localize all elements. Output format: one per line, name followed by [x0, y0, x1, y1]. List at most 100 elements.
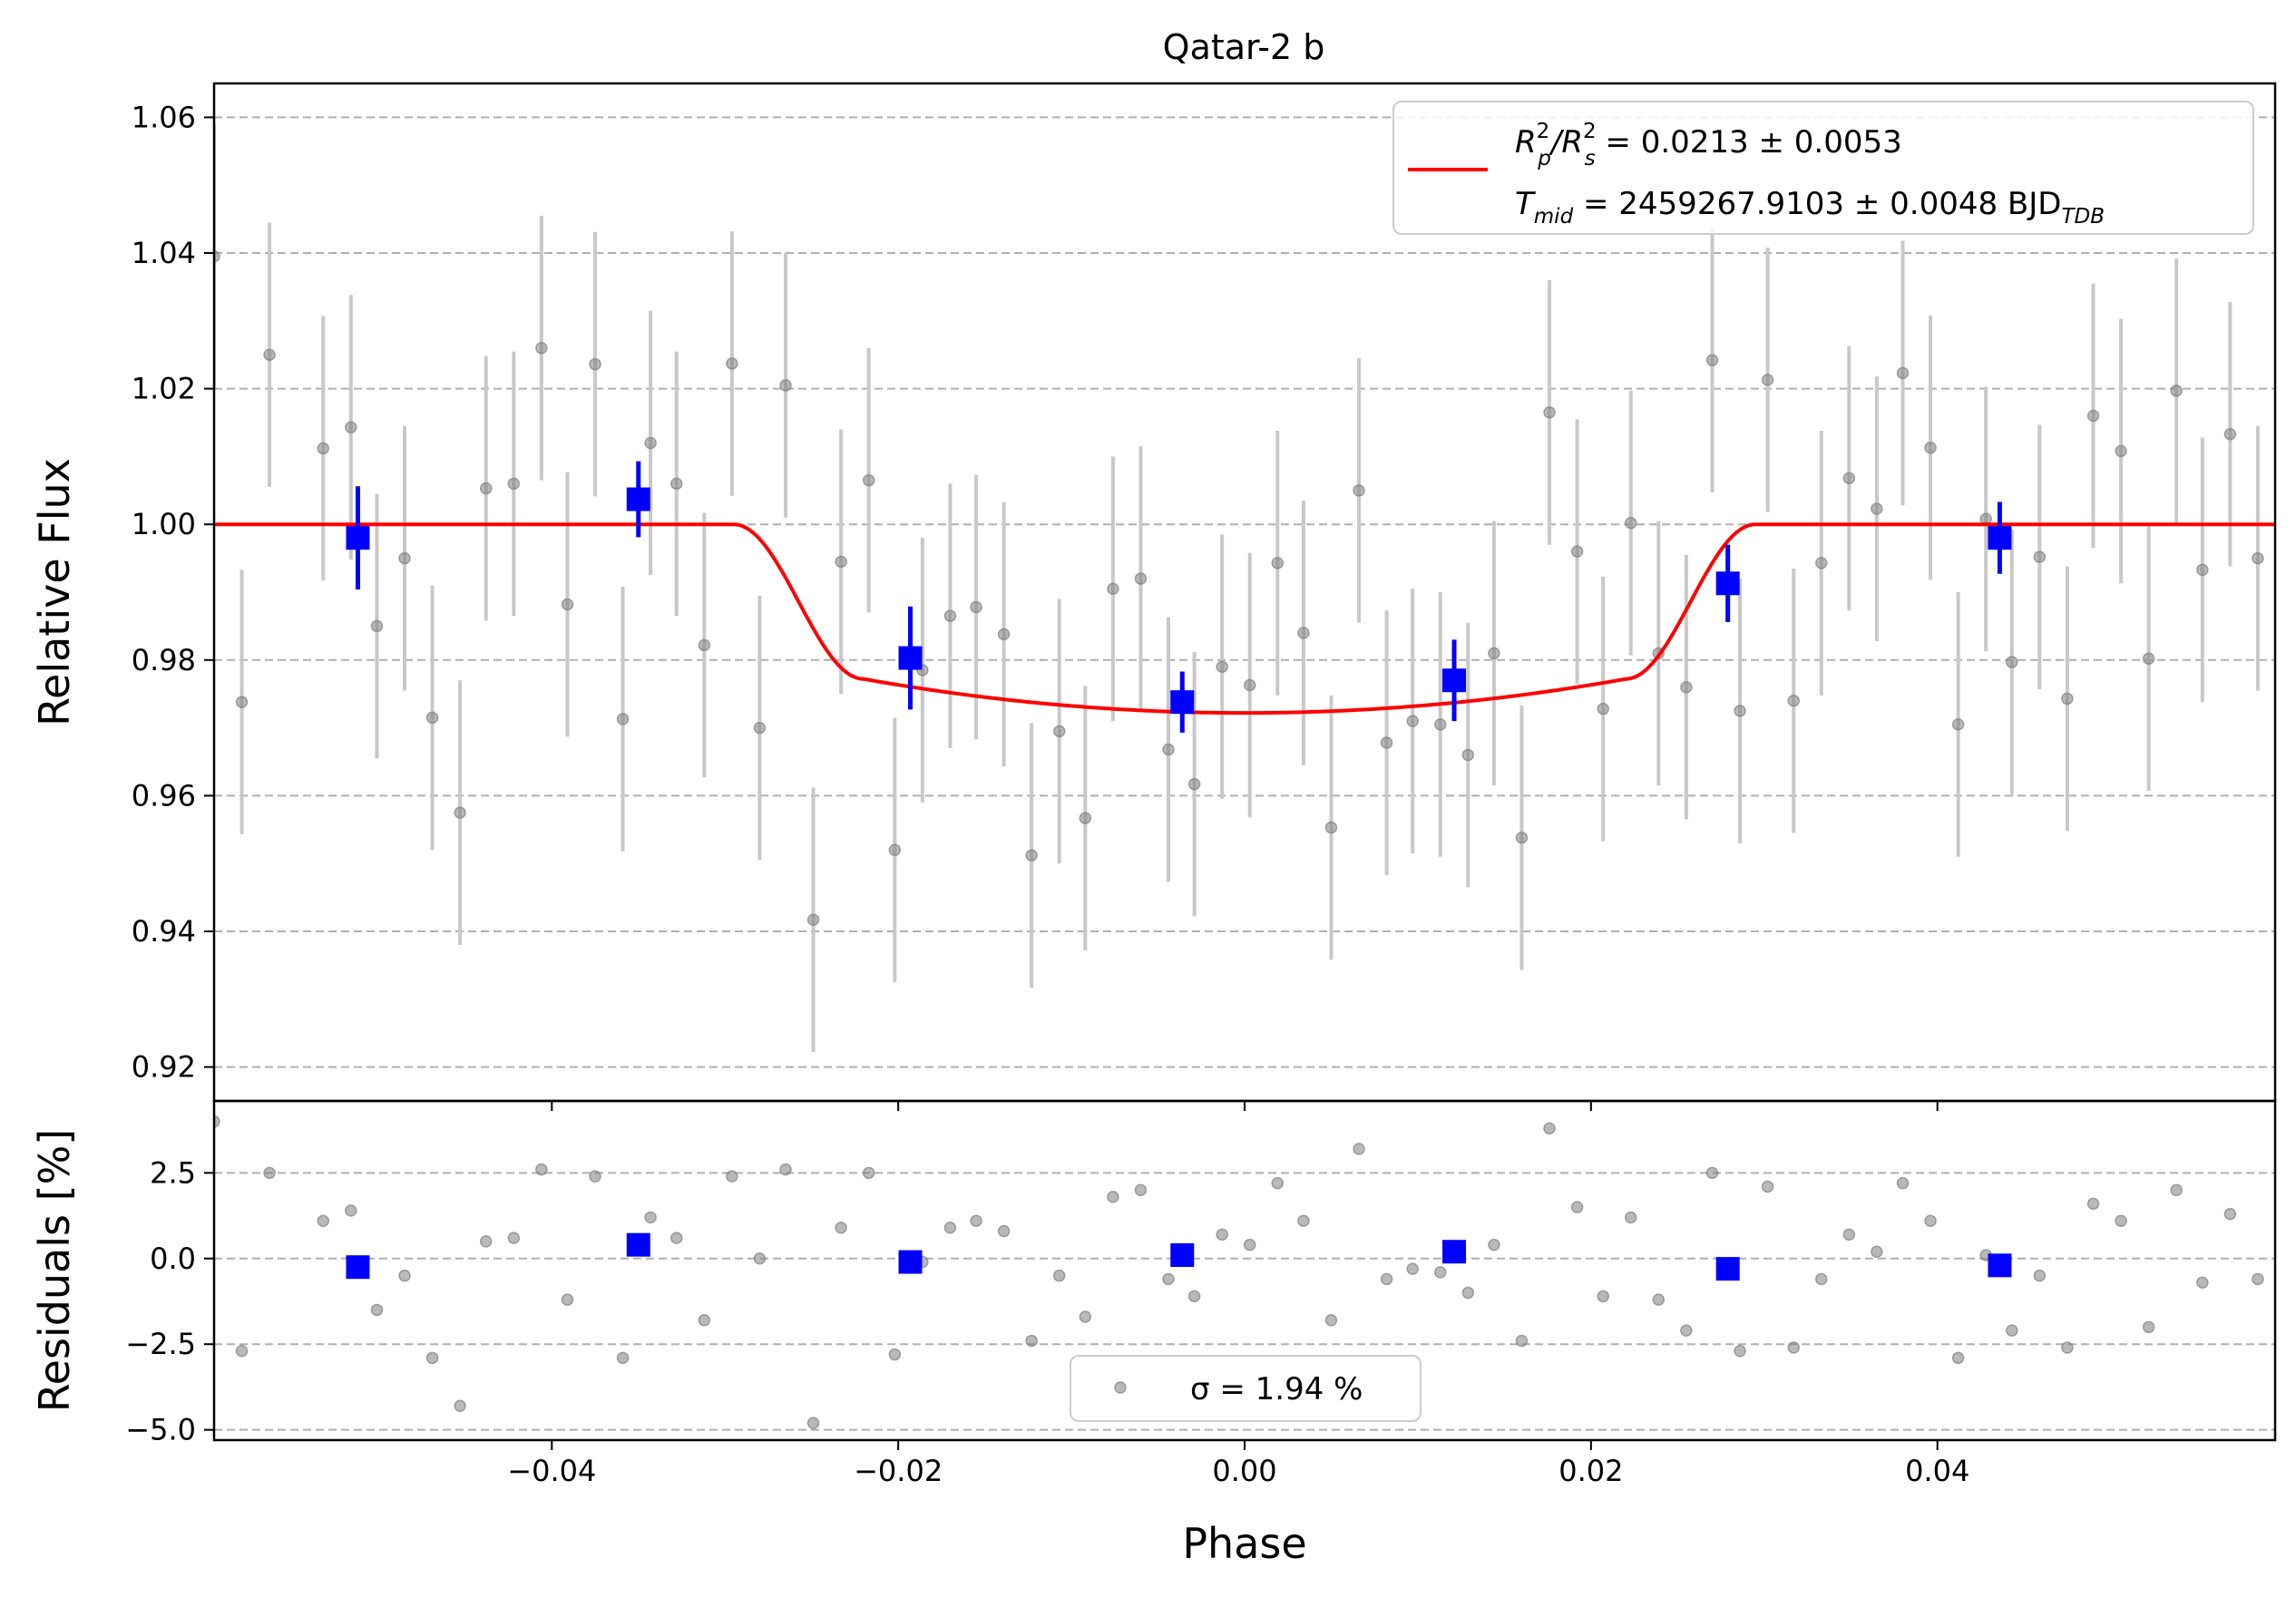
residual-raw-point	[1680, 1324, 1693, 1337]
residual-raw-point	[2223, 1207, 2237, 1221]
raw-point	[1570, 545, 1584, 558]
residual-raw-point	[425, 1351, 439, 1365]
residual-legend-marker	[1114, 1381, 1127, 1394]
raw-point	[2142, 652, 2155, 666]
residual-y-tick-label: −2.5	[125, 1327, 196, 1361]
residual-raw-point	[535, 1163, 548, 1176]
raw-point	[1216, 660, 1228, 674]
residual-raw-point	[1461, 1286, 1475, 1300]
raw-point	[1515, 832, 1529, 844]
raw-point	[561, 598, 574, 611]
raw-point	[726, 357, 738, 370]
raw-point	[888, 843, 902, 856]
binned-point	[1988, 526, 2012, 550]
raw-point	[1380, 736, 1393, 749]
residual-raw-point	[970, 1214, 982, 1227]
residual-legend-box	[1070, 1355, 1422, 1422]
residual-raw-point	[561, 1293, 574, 1306]
raw-point	[1924, 441, 1937, 454]
residual-raw-point	[1787, 1341, 1800, 1354]
raw-point	[1543, 406, 1556, 419]
x-tick-label: −0.04	[507, 1454, 596, 1488]
residual-raw-point	[1406, 1262, 1419, 1275]
residual-binned-point	[1715, 1257, 1740, 1281]
main-y-axis-label: Relative Flux	[30, 458, 79, 726]
residual-raw-point	[644, 1211, 657, 1224]
residual-raw-points	[214, 1115, 2264, 1429]
residual-legend-sigma: σ = 1.94 %	[1190, 1371, 1363, 1407]
residual-raw-point	[1896, 1176, 1910, 1190]
main-gridlines	[214, 116, 2275, 1068]
main-binned-points	[346, 461, 2012, 733]
residual-raw-point	[1079, 1310, 1092, 1323]
residual-raw-point	[480, 1235, 493, 1248]
x-tick-label: 0.04	[1905, 1454, 1969, 1488]
main-legend: R2 p/R2 s = 0.0213 ± 0.0053 Tmid = 2459267…	[1392, 101, 2254, 235]
x-axis-label: Phase	[1182, 1519, 1306, 1568]
raw-point	[2086, 409, 2100, 423]
raw-point	[2115, 444, 2127, 458]
residual-raw-point	[370, 1303, 384, 1317]
transit-model-line	[214, 522, 2275, 716]
residual-raw-point	[2196, 1276, 2209, 1289]
residual-binned-points	[346, 1232, 2012, 1281]
raw-point	[2196, 563, 2209, 577]
raw-point	[2252, 551, 2264, 565]
raw-point	[535, 341, 548, 355]
residual-raw-point	[1570, 1201, 1584, 1213]
residual-raw-point	[1705, 1166, 1719, 1180]
residual-raw-point	[1297, 1214, 1310, 1227]
residual-raw-point	[507, 1232, 521, 1244]
raw-point	[1187, 777, 1201, 791]
main-transit-model	[214, 522, 2275, 716]
residual-raw-point	[1652, 1293, 1666, 1306]
raw-point	[1871, 502, 1883, 515]
residual-raw-point	[835, 1222, 847, 1234]
residual-raw-point	[2115, 1214, 2127, 1227]
residual-raw-point	[1597, 1290, 1609, 1303]
raw-point	[1461, 748, 1475, 762]
raw-point	[2061, 692, 2074, 706]
residual-raw-point	[1734, 1345, 1746, 1358]
raw-point	[214, 249, 220, 263]
residual-raw-point	[1433, 1266, 1447, 1279]
raw-point	[1597, 702, 1609, 716]
binned-point	[898, 646, 923, 670]
raw-point	[806, 913, 820, 927]
residual-raw-point	[1107, 1191, 1119, 1203]
residual-gridlines	[214, 1172, 2275, 1431]
residual-binned-point	[898, 1250, 923, 1274]
raw-point	[1488, 647, 1500, 660]
raw-point	[454, 806, 466, 819]
residual-raw-point	[779, 1163, 792, 1176]
legend-depth-entry: R2 p/R2 s = 0.0213 ± 0.0053	[1515, 120, 1902, 170]
residual-panel: −5.0 −2.5 0.0 2.5 −0.04 −0.02 0.00 0.02 0.04 Re…	[30, 1099, 2277, 1568]
main-y-tick-label: 0.92	[132, 1050, 196, 1085]
residual-raw-point	[670, 1232, 683, 1244]
raw-point	[2033, 550, 2047, 563]
raw-point	[753, 721, 767, 735]
raw-point	[480, 482, 493, 495]
binned-point	[626, 487, 650, 511]
raw-point	[644, 436, 657, 450]
raw-point	[507, 477, 521, 491]
residual-raw-point	[616, 1351, 630, 1365]
residual-x-ticks: −0.04 −0.02 0.00 0.02 0.04	[507, 1440, 1969, 1488]
main-y-tick-label: 1.02	[132, 372, 196, 406]
residual-raw-point	[1380, 1272, 1393, 1286]
raw-point	[1433, 718, 1447, 731]
x-tick-label: −0.02	[854, 1454, 943, 1488]
raw-point	[2006, 656, 2018, 668]
main-y-tick-label: 1.00	[132, 507, 196, 541]
raw-point	[1761, 374, 1774, 386]
raw-point	[1162, 743, 1175, 756]
raw-point	[1107, 582, 1119, 596]
residual-raw-point	[214, 1115, 220, 1128]
main-raw-points	[214, 249, 2264, 927]
main-y-tick-label: 0.98	[132, 643, 196, 677]
residual-raw-point	[1761, 1180, 1774, 1193]
residual-binned-point	[346, 1255, 370, 1280]
raw-point	[779, 379, 792, 392]
